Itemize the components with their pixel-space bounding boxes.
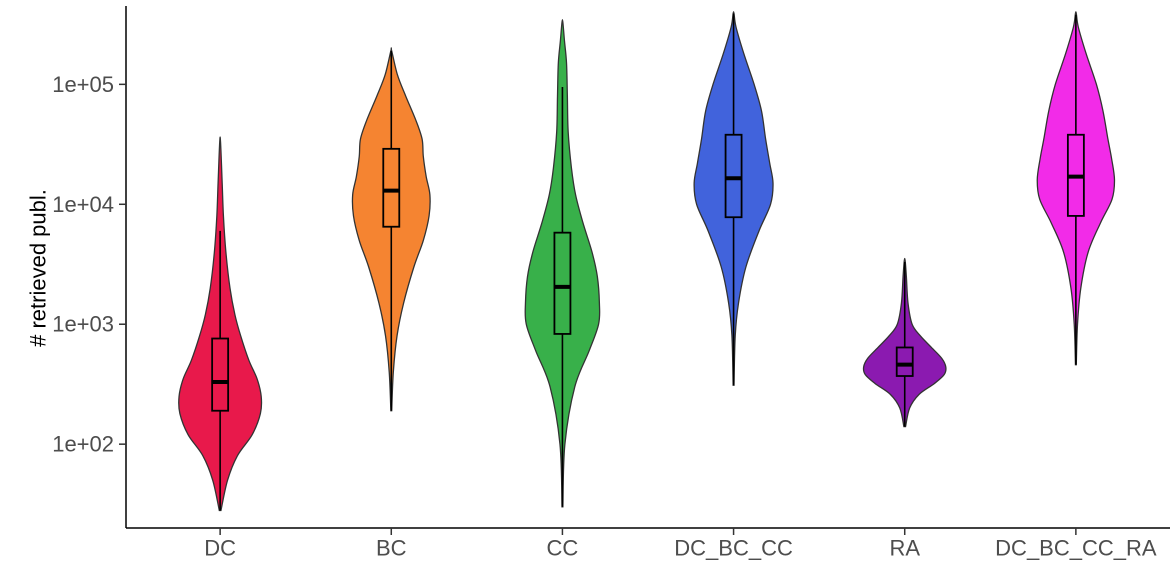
violin-dc-bc-cc <box>693 11 774 386</box>
violin-shape <box>524 19 601 508</box>
y-tick-label: 1e+03 <box>52 312 114 337</box>
x-tick-label: DC <box>204 536 236 561</box>
x-tick-label: DC_BC_CC <box>674 536 793 561</box>
iqr-box <box>382 147 401 228</box>
y-tick-label: 1e+02 <box>52 432 114 457</box>
violin-dc <box>178 136 263 512</box>
y-tick-label: 1e+04 <box>52 192 114 217</box>
x-tick-label: RA <box>889 536 920 561</box>
violin-bc <box>351 47 431 412</box>
x-tick-label: BC <box>376 536 407 561</box>
violins-layer <box>178 11 1116 512</box>
y-tick-label: 1e+05 <box>52 72 114 97</box>
iqr-box <box>724 133 743 219</box>
y-axis-ticks: 1e+02 1e+03 1e+04 1e+05 <box>52 72 126 457</box>
x-axis-ticks: DC BC CC DC_BC_CC RA DC_BC_CC_RA <box>204 528 1157 561</box>
x-tick-label: DC_BC_CC_RA <box>995 536 1157 561</box>
y-axis-title: # retrieved publ. <box>26 189 51 347</box>
iqr-box <box>211 337 230 412</box>
x-tick-label: CC <box>547 536 579 561</box>
violin-dc-bc-cc-ra <box>1036 11 1116 366</box>
iqr-box <box>895 346 914 377</box>
violin-shape <box>693 11 774 386</box>
violin-ra <box>862 257 947 428</box>
violin-shape <box>1036 11 1116 366</box>
violin-cc <box>524 19 601 508</box>
iqr-box <box>553 231 572 335</box>
